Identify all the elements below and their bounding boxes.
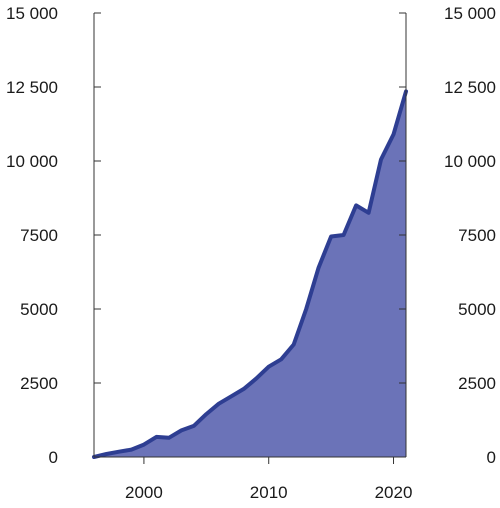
- y-tick-label-left: 2500: [20, 374, 58, 393]
- y-tick-label-left: 7500: [20, 226, 58, 245]
- y-tick-label-right: 0: [487, 448, 496, 467]
- plot-area: [92, 89, 408, 459]
- y-tick-label-left: 10 000: [6, 152, 58, 171]
- series-line: [92, 89, 408, 459]
- y-tick-label-right: 15 000: [444, 4, 496, 23]
- ticks: 0 0 2500 2500 5000 5000 7500 7500 10 000 10 000 12…: [6, 4, 496, 502]
- x-tick-label: 2000: [125, 483, 163, 502]
- y-tick-label-right: 5000: [458, 300, 496, 319]
- x-tick-label: 2010: [250, 483, 288, 502]
- y-tick-label-right: 12 500: [444, 78, 496, 97]
- y-tick-label-right: 10 000: [444, 152, 496, 171]
- y-tick-label-left: 0: [49, 448, 58, 467]
- y-tick-label-left: 5000: [20, 300, 58, 319]
- x-tick-label: 2020: [375, 483, 413, 502]
- y-tick-label-right: 2500: [458, 374, 496, 393]
- y-tick-label-left: 15 000: [6, 4, 58, 23]
- y-tick-label-right: 7500: [458, 226, 496, 245]
- area-fill: [94, 91, 406, 458]
- y-tick-label-left: 12 500: [6, 78, 58, 97]
